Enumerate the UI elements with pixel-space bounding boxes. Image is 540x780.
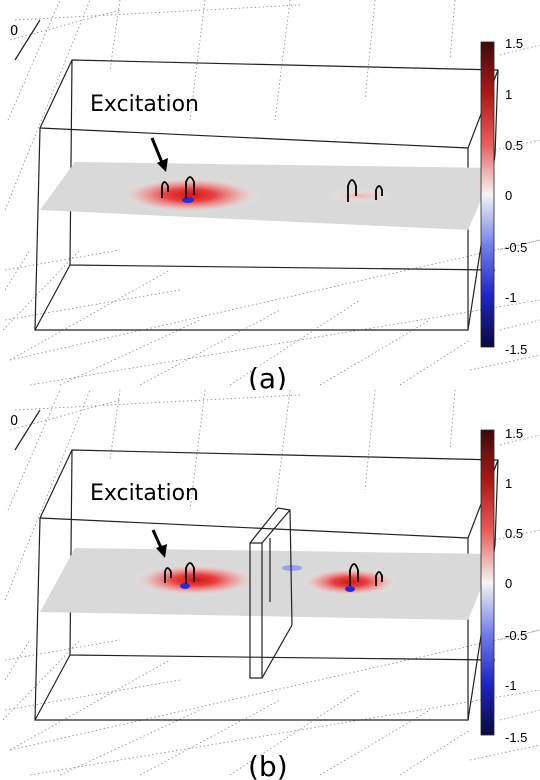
colorbar — [480, 41, 495, 348]
panel-caption: (b) — [248, 750, 288, 780]
svg-text:-1: -1 — [505, 678, 517, 693]
svg-text:0: 0 — [505, 188, 512, 203]
panel-a: 0 Excitation 1.5 1 0.5 0 -0.5 -1 -1.5 (a… — [2, 0, 540, 390]
field-weak-spot — [325, 189, 395, 203]
simulation-domain-box — [34, 449, 499, 721]
colorbar — [480, 429, 495, 736]
obstacle-block — [249, 507, 293, 679]
svg-text:1: 1 — [505, 87, 512, 102]
field-plane — [40, 162, 495, 230]
svg-text:0.5: 0.5 — [505, 138, 523, 153]
svg-text:-1: -1 — [505, 290, 517, 305]
background-grid — [2, 0, 540, 386]
panel-b-figure: 0 Excitation 1.5 1 0.5 0 — [2, 390, 540, 780]
svg-text:-0.5: -0.5 — [505, 240, 527, 255]
svg-text:1.5: 1.5 — [505, 426, 523, 441]
antenna-pair-right — [349, 563, 383, 586]
svg-text:1: 1 — [505, 476, 512, 491]
excitation-label: Excitation — [90, 92, 199, 117]
colorbar-ticks: 1.5 1 0.5 0 -0.5 -1 -1.5 — [505, 426, 527, 745]
field-plane — [40, 548, 495, 620]
background-grid — [2, 390, 540, 776]
excitation-label: Excitation — [90, 481, 199, 506]
panel-a-figure: 0 Excitation 1.5 1 0.5 0 -0.5 -1 -1.5 (a… — [2, 0, 540, 390]
field-hotspot — [120, 177, 260, 213]
svg-text:0: 0 — [505, 576, 512, 591]
svg-text:-1.5: -1.5 — [505, 730, 527, 745]
panel-caption: (a) — [248, 362, 287, 390]
antenna-pair-left — [164, 562, 195, 584]
svg-text:1.5: 1.5 — [505, 36, 523, 51]
svg-text:-1.5: -1.5 — [505, 342, 527, 357]
excitation-arrow — [150, 137, 168, 172]
svg-text:-0.5: -0.5 — [505, 628, 527, 643]
svg-text:0.5: 0.5 — [505, 526, 523, 541]
axis-corner-label: 0 — [10, 414, 18, 429]
antenna-pair-right — [347, 179, 383, 202]
colorbar-ticks: 1.5 1 0.5 0 -0.5 -1 -1.5 — [505, 36, 527, 357]
field-hotspot-left — [133, 564, 257, 596]
excitation-arrow — [151, 529, 167, 558]
panel-b: 0 Excitation 1.5 1 0.5 0 — [0, 390, 540, 780]
antenna-pair-left — [161, 176, 195, 198]
axis-corner-label: 0 — [10, 24, 18, 39]
